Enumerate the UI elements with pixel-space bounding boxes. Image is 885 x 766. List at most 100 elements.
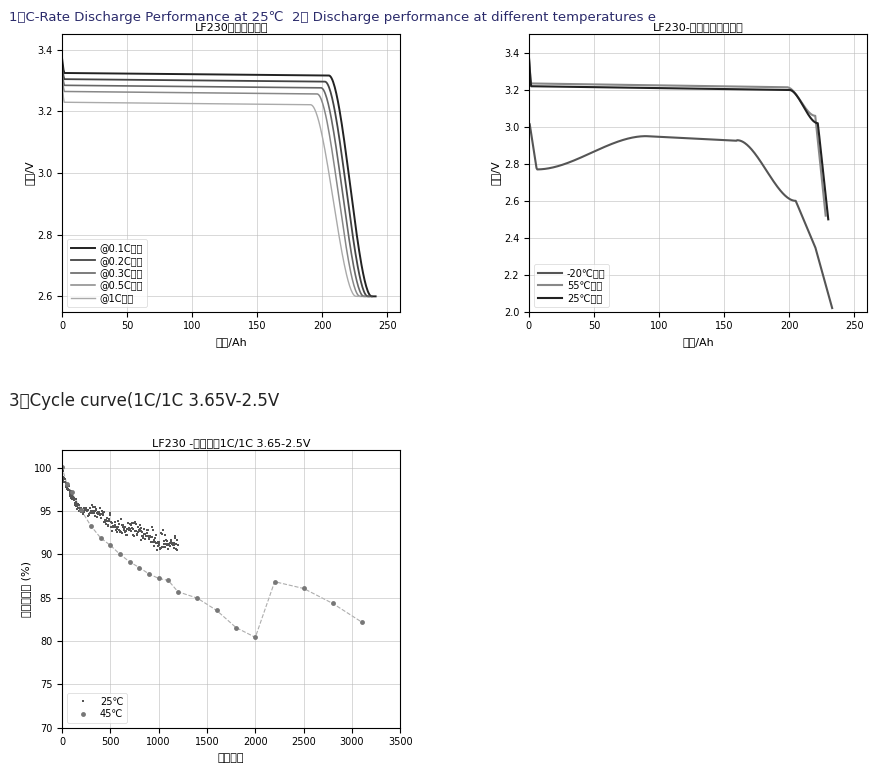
Text: 1、C-Rate Discharge Performance at 25℃  2、 Discharge performance at different tem: 1、C-Rate Discharge Performance at 25℃ 2、… <box>9 11 656 25</box>
25℃放电 <box>741 85 751 94</box>
@0.1C放电 <box>367 292 378 301</box>
45℃ <box>134 563 144 572</box>
-20℃放电 <box>714 136 725 145</box>
45℃ <box>357 617 367 627</box>
Y-axis label: 容量保持率 (%): 容量保持率 (%) <box>21 561 31 617</box>
45℃ <box>57 463 67 472</box>
@0.1C放电 <box>181 70 191 79</box>
@0.5C放电 <box>57 70 67 79</box>
45℃ <box>231 623 242 632</box>
@0.1C放电 <box>283 70 294 80</box>
45℃ <box>173 588 183 597</box>
@0.3C放电 <box>279 83 289 92</box>
25℃放电 <box>524 52 535 61</box>
25℃ <box>172 545 182 555</box>
@1C放电 <box>154 99 165 108</box>
@1C放电 <box>244 100 255 109</box>
55℃放电 <box>620 80 631 90</box>
@0.2C放电 <box>281 77 291 86</box>
45℃ <box>192 594 203 603</box>
Line: 25℃: 25℃ <box>61 466 180 552</box>
Line: 25℃放电: 25℃放电 <box>529 57 828 219</box>
25℃放电 <box>643 83 653 93</box>
25℃放电 <box>621 83 632 92</box>
@0.3C放电 <box>178 82 189 91</box>
45℃ <box>163 576 173 585</box>
Legend: -20℃放电, 55℃放电, 25℃放电: -20℃放电, 55℃放电, 25℃放电 <box>534 264 610 307</box>
45℃ <box>153 574 164 583</box>
Y-axis label: 电压/V: 电压/V <box>24 161 35 185</box>
Legend: 25℃, 45℃: 25℃, 45℃ <box>66 692 127 723</box>
X-axis label: 容量/Ah: 容量/Ah <box>215 337 247 347</box>
55℃放电 <box>641 80 651 90</box>
45℃ <box>143 569 154 578</box>
@0.1C放电 <box>285 70 296 80</box>
@0.2C放电 <box>363 292 373 301</box>
@1C放电 <box>93 98 104 107</box>
@0.3C放电 <box>57 64 67 73</box>
@0.5C放电 <box>275 89 286 98</box>
@0.3C放电 <box>94 81 104 90</box>
25℃ <box>150 534 160 543</box>
-20℃放电 <box>622 134 633 143</box>
Line: 45℃: 45℃ <box>59 464 364 640</box>
-20℃放电 <box>643 132 654 141</box>
25℃ <box>120 527 131 536</box>
Text: 3、Cycle curve(1C/1C 3.65V-2.5V: 3、Cycle curve(1C/1C 3.65V-2.5V <box>9 392 279 410</box>
55℃放电 <box>711 81 721 90</box>
@0.3C放电 <box>157 82 167 91</box>
55℃放电 <box>524 53 535 62</box>
@1C放电 <box>272 100 282 109</box>
@0.2C放电 <box>180 76 190 85</box>
Title: LF230 -充其循环1C/1C 3.65-2.5V: LF230 -充其循环1C/1C 3.65-2.5V <box>152 438 311 448</box>
@0.5C放电 <box>156 88 166 97</box>
55℃放电 <box>738 82 749 91</box>
Line: @0.5C放电: @0.5C放电 <box>62 74 366 296</box>
@0.1C放电 <box>254 70 265 80</box>
25℃放电 <box>712 84 722 93</box>
@0.1C放电 <box>158 69 169 78</box>
@1C放电 <box>174 99 185 108</box>
Line: @0.3C放电: @0.3C放电 <box>62 68 369 296</box>
45℃ <box>66 487 77 496</box>
25℃放电 <box>823 214 834 224</box>
Line: @1C放电: @1C放电 <box>62 82 360 296</box>
@0.1C放电 <box>370 292 381 301</box>
45℃ <box>124 557 135 566</box>
@1C放电 <box>57 77 67 87</box>
@0.1C放电 <box>95 69 105 78</box>
45℃ <box>250 633 260 642</box>
@1C放电 <box>273 100 284 109</box>
@0.5C放电 <box>360 292 371 301</box>
X-axis label: 容量/Ah: 容量/Ah <box>682 337 714 347</box>
Line: -20℃放电: -20℃放电 <box>529 123 832 308</box>
-20℃放电 <box>744 142 755 152</box>
@0.5C放电 <box>177 88 188 97</box>
@0.5C放电 <box>355 292 366 301</box>
Line: @0.2C放电: @0.2C放电 <box>62 64 372 296</box>
-20℃放电 <box>743 141 753 150</box>
@0.2C放电 <box>281 77 292 86</box>
@0.5C放电 <box>93 87 104 97</box>
Legend: @0.1C放电, @0.2C放电, @0.3C放电, @0.5C放电, @1C放电: @0.1C放电, @0.2C放电, @0.3C放电, @0.5C放电, @1C放… <box>66 240 147 307</box>
25℃ <box>149 541 159 550</box>
Title: LF230倍率放电曲线: LF230倍率放电曲线 <box>195 22 268 32</box>
@0.3C放电 <box>364 292 374 301</box>
45℃ <box>76 506 87 515</box>
45℃ <box>105 541 116 550</box>
@0.3C放电 <box>280 83 290 92</box>
55℃放电 <box>739 82 750 91</box>
@0.2C放电 <box>158 76 168 85</box>
-20℃放电 <box>827 303 837 313</box>
45℃ <box>115 550 126 559</box>
Title: LF230-不同温度放电曲线: LF230-不同温度放电曲线 <box>653 22 743 32</box>
@0.5C放电 <box>277 89 288 98</box>
25℃放电 <box>559 82 570 91</box>
25℃ <box>67 493 78 502</box>
45℃ <box>327 599 338 608</box>
@0.2C放电 <box>251 77 262 86</box>
45℃ <box>269 577 280 586</box>
@0.2C放电 <box>366 292 377 301</box>
@0.3C放电 <box>250 83 260 92</box>
Line: 55℃放电: 55℃放电 <box>529 57 826 216</box>
